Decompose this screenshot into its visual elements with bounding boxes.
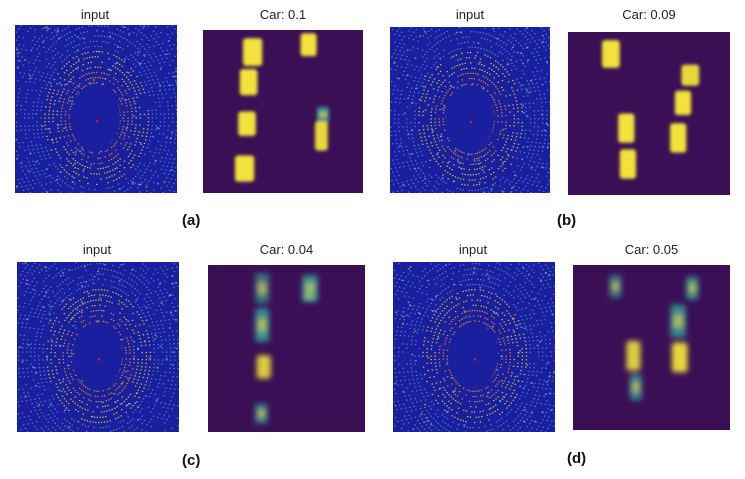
lidar-input-image-a	[15, 25, 177, 193]
car-heatmap-c	[208, 265, 365, 432]
output-title-b: Car: 0.09	[622, 7, 676, 22]
lidar-input-image-b	[390, 27, 550, 193]
panel-label-b: (b)	[557, 212, 577, 229]
panel-label-a: (a)	[182, 212, 201, 229]
output-title-d: Car: 0.05	[624, 242, 679, 257]
input-title-b: input	[455, 7, 485, 22]
output-title-a: Car: 0.1	[259, 7, 307, 22]
car-heatmap-b	[568, 32, 730, 195]
output-title-c: Car: 0.04	[259, 242, 314, 257]
panel-label-c: (c)	[182, 452, 201, 469]
panel-label-d: (d)	[567, 450, 587, 467]
car-heatmap-a	[203, 30, 363, 193]
lidar-input-image-c	[17, 262, 179, 432]
input-title-d: input	[458, 242, 488, 257]
input-title-a: input	[80, 7, 110, 22]
car-heatmap-d	[573, 265, 730, 430]
lidar-input-image-d	[393, 262, 555, 432]
input-title-c: input	[82, 242, 112, 257]
